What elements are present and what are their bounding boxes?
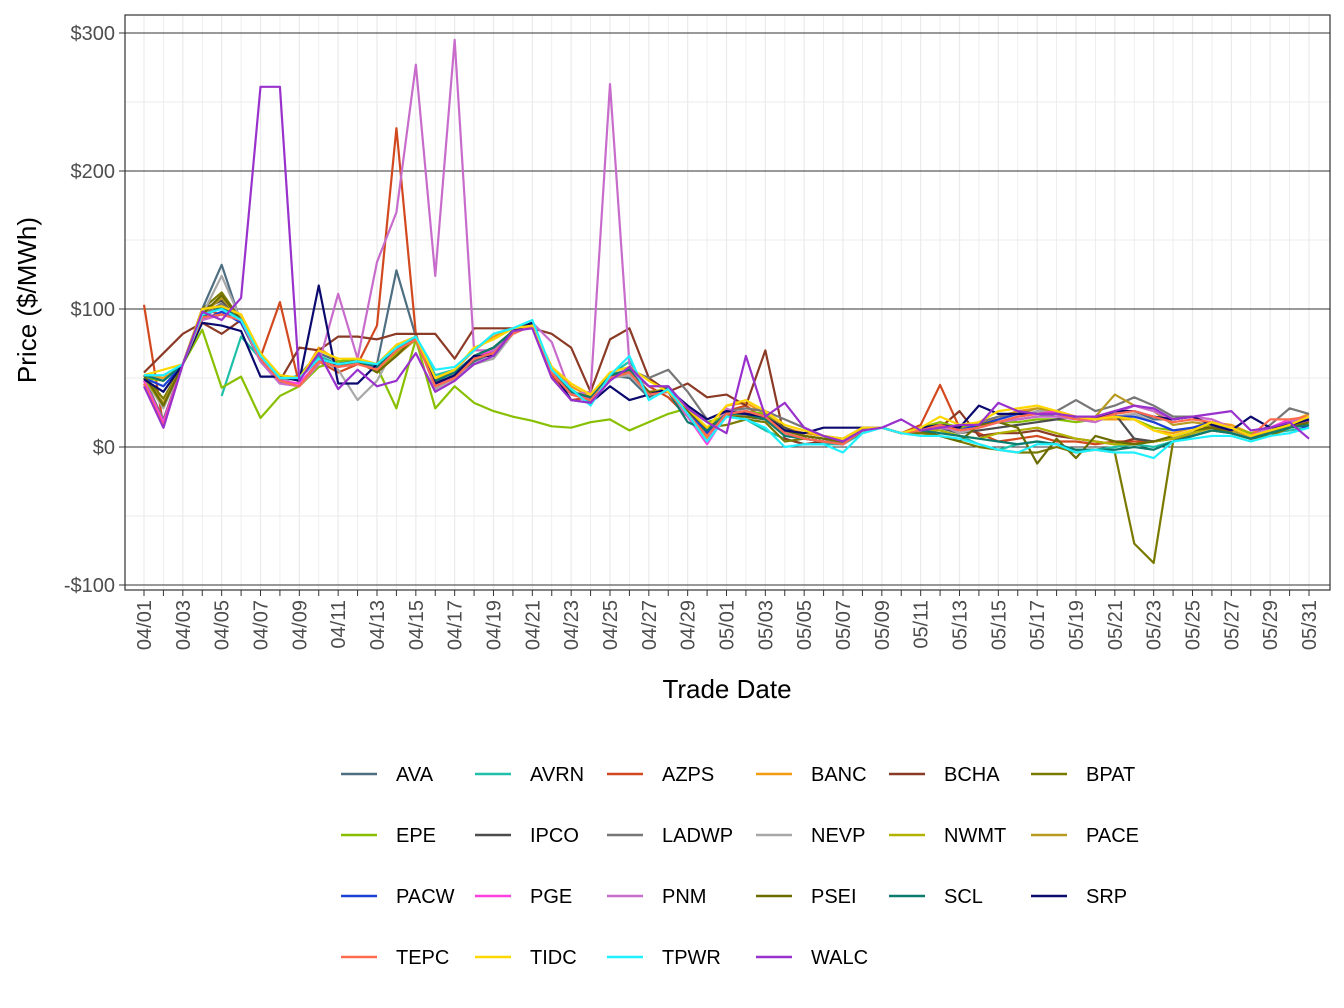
y-tick-label: $100 (71, 299, 116, 321)
panel-frame (124, 14, 1331, 591)
legend-label: AVRN (530, 764, 584, 786)
x-tick-label: 04/05 (212, 600, 234, 650)
legend-item-bcha: BCHA (889, 764, 1000, 786)
x-tick-label: 05/25 (1183, 600, 1205, 650)
legend-item-azps: AZPS (607, 764, 714, 786)
x-tick-label: 05/11 (911, 600, 933, 649)
legend-label: NWMT (944, 825, 1006, 847)
x-tick-label: 05/07 (833, 600, 855, 650)
legend-item-nevp: NEVP (756, 825, 865, 847)
series-line-tpwr (144, 307, 1310, 460)
x-tick-label: 04/07 (251, 600, 273, 650)
legend-item-tpwr: TPWR (607, 947, 721, 969)
y-tick-label: $200 (71, 161, 116, 183)
x-axis: 04/01 04/03 04/05 04/07 04/09 04/11 04/13 04/15… (134, 590, 1321, 650)
legend-label: PGE (530, 886, 572, 908)
legend-item-bpat: BPAT (1031, 764, 1135, 786)
x-tick-label: 05/19 (1066, 600, 1088, 650)
legend-label: TPWR (662, 947, 721, 969)
legend-label: WALC (811, 947, 868, 969)
legend-item-srp: SRP (1031, 886, 1127, 908)
x-tick-label: 04/25 (600, 600, 622, 650)
y-tick-label: $300 (71, 23, 116, 45)
x-tick-label: 04/03 (173, 600, 195, 650)
legend-item-nwmt: NWMT (889, 825, 1006, 847)
x-tick-label: 04/13 (367, 600, 389, 650)
legend-item-pace: PACE (1031, 825, 1139, 847)
legend-item-ava: AVA (341, 764, 434, 786)
y-axis: -$100 $0 $100 $200 $300 (64, 23, 125, 597)
legend-item-ladwp: LADWP (607, 825, 733, 847)
plot-area (125, 15, 1330, 590)
legend-label: BPAT (1086, 764, 1135, 786)
x-tick-label: 05/05 (794, 600, 816, 650)
legend-item-banc: BANC (756, 764, 867, 786)
x-tick-label: 05/23 (1144, 600, 1166, 650)
x-tick-label: 04/09 (289, 600, 311, 650)
x-tick-label: 05/09 (872, 600, 894, 650)
legend-label: EPE (396, 825, 436, 847)
x-tick-label: 05/21 (1105, 600, 1127, 650)
x-tick-label: 04/27 (639, 600, 661, 650)
legend-label: PNM (662, 886, 706, 908)
legend-label: TIDC (530, 947, 577, 969)
legend-label: AZPS (662, 764, 714, 786)
legend-label: PACE (1086, 825, 1139, 847)
panel-border (124, 14, 1331, 591)
x-tick-label: 04/17 (445, 600, 467, 650)
legend-item-psei: PSEI (756, 886, 857, 908)
legend-item-scl: SCL (889, 886, 983, 908)
x-tick-label: 04/29 (678, 600, 700, 650)
x-tick-label: 04/21 (522, 600, 544, 650)
x-tick-label: 04/23 (561, 600, 583, 650)
y-tick-label: $0 (93, 437, 115, 459)
x-tick-label: 05/03 (755, 600, 777, 650)
x-tick-label: 05/27 (1221, 600, 1243, 650)
legend-item-tidc: TIDC (475, 947, 577, 969)
legend-label: BANC (811, 764, 867, 786)
x-tick-label: 05/29 (1260, 600, 1282, 650)
legend-item-tepc: TEPC (341, 947, 449, 969)
x-tick-label: 05/15 (988, 600, 1010, 650)
legend-item-ipco: IPCO (475, 825, 579, 847)
series-line-walc (143, 85, 1310, 443)
legend-label: LADWP (662, 825, 733, 847)
legend-item-pge: PGE (475, 886, 572, 908)
legend-item-walc: WALC (756, 947, 868, 969)
plot-background (125, 15, 1330, 590)
legend-label: SCL (944, 886, 983, 908)
x-tick-label: 05/13 (950, 600, 972, 650)
legend-label: SRP (1086, 886, 1127, 908)
grid-minor (125, 15, 1330, 590)
legend: AVA AVRN AZPS BANC BCHA BPAT EPE IPCO LADWP NEVP N… (341, 764, 1139, 969)
legend-label: PACW (396, 886, 455, 908)
x-tick-label: 04/15 (406, 600, 428, 650)
series-layer (142, 38, 1310, 565)
series-line-tepc (142, 313, 1310, 446)
legend-item-pacw: PACW (341, 886, 455, 908)
legend-item-epe: EPE (341, 825, 436, 847)
legend-label: BCHA (944, 764, 1000, 786)
x-tick-label: 04/11 (328, 600, 350, 649)
legend-item-pnm: PNM (607, 886, 706, 908)
x-tick-label: 05/31 (1299, 600, 1321, 650)
y-tick-label: -$100 (64, 575, 115, 597)
series-line-tidc (143, 305, 1310, 440)
x-tick-label: 04/19 (484, 600, 506, 650)
y-axis-title: Price ($/MWh) (12, 217, 42, 383)
x-tick-label: 05/01 (717, 600, 739, 650)
legend-item-avrn: AVRN (475, 764, 584, 786)
legend-label: PSEI (811, 886, 857, 908)
x-tick-label: 04/01 (134, 600, 156, 650)
legend-label: AVA (396, 764, 434, 786)
legend-label: IPCO (530, 825, 579, 847)
x-tick-label: 05/17 (1027, 600, 1049, 650)
legend-label: NEVP (811, 825, 865, 847)
legend-label: TEPC (396, 947, 449, 969)
x-axis-title: Trade Date (662, 674, 791, 704)
